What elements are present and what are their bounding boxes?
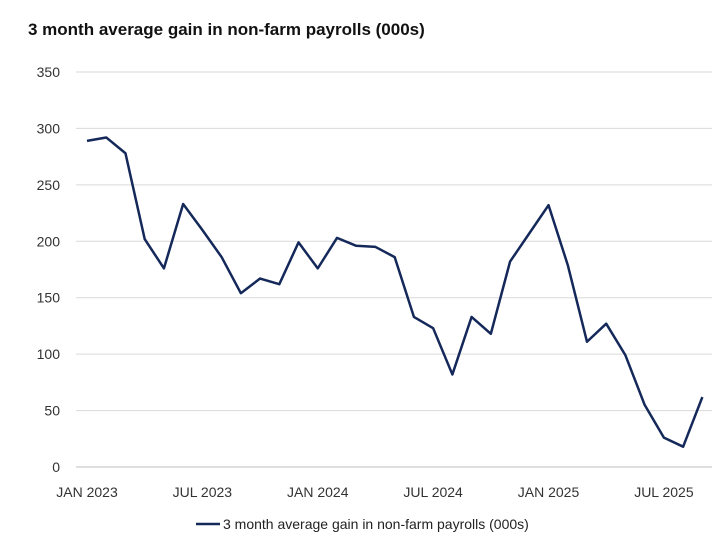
- chart-title: 3 month average gain in non-farm payroll…: [28, 20, 425, 39]
- x-tick-label: JUL 2024: [403, 484, 463, 500]
- x-tick-label: JAN 2025: [518, 484, 580, 500]
- x-tick-label: JAN 2024: [287, 484, 349, 500]
- y-tick-label: 200: [37, 233, 61, 249]
- x-tick-label: JAN 2023: [56, 484, 118, 500]
- series-line: [86, 136, 704, 448]
- y-tick-label: 50: [44, 403, 60, 419]
- y-tick-label: 250: [37, 177, 61, 193]
- x-tick-label: JUL 2025: [634, 484, 694, 500]
- y-tick-label: 350: [37, 64, 61, 80]
- y-tick-label: 100: [37, 346, 61, 362]
- legend-label: 3 month average gain in non-farm payroll…: [223, 516, 529, 532]
- y-tick-label: 0: [52, 459, 60, 475]
- y-tick-label: 150: [37, 290, 61, 306]
- x-tick-label: JUL 2023: [173, 484, 233, 500]
- y-tick-label: 300: [37, 120, 61, 136]
